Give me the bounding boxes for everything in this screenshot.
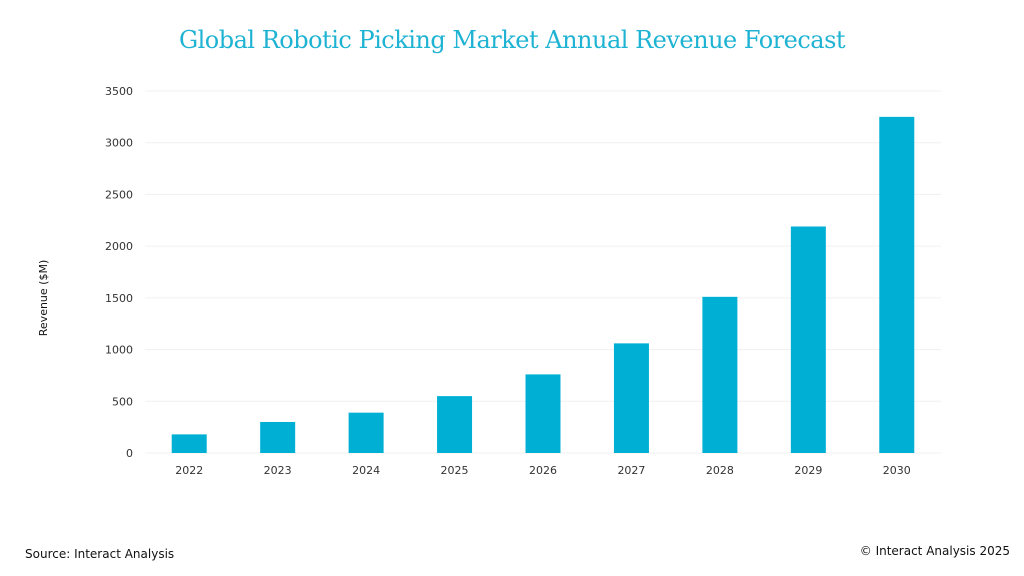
y-tick-label: 1000 (105, 344, 133, 357)
source-note: Source: Interact Analysis (25, 547, 175, 561)
bar-2023 (260, 421, 296, 453)
x-tick-label: 2028 (706, 464, 734, 477)
x-tick-label: 2026 (529, 464, 557, 477)
x-tick-label: 2029 (794, 464, 822, 477)
y-tick-label: 500 (112, 395, 133, 408)
bar-2027 (613, 343, 649, 453)
x-axis-ticks: 2022 2023 2024 2025 2026 2027 2028 2029 2030 (175, 464, 911, 477)
y-tick-label: 0 (126, 447, 133, 460)
bar-2024 (348, 412, 384, 453)
x-tick-label: 2024 (352, 464, 380, 477)
x-tick-label: 2023 (264, 464, 292, 477)
bar-2022 (171, 434, 207, 453)
y-tick-label: 3000 (105, 137, 133, 150)
y-tick-label: 2000 (105, 240, 133, 253)
x-tick-label: 2022 (175, 464, 203, 477)
x-tick-label: 2025 (441, 464, 469, 477)
bar-2025 (437, 396, 473, 453)
y-axis-label: Revenue ($M) (37, 260, 50, 336)
y-tick-label: 1500 (105, 292, 133, 305)
bar-2028 (702, 296, 738, 453)
x-tick-label: 2027 (617, 464, 645, 477)
x-tick-label: 2030 (883, 464, 911, 477)
y-tick-label: 3500 (105, 85, 133, 98)
y-axis-ticks: 0 500 1000 1500 2000 2500 3000 3500 (105, 85, 133, 460)
y-tick-label: 2500 (105, 188, 133, 201)
bar-2026 (525, 374, 561, 453)
chart-title: Global Robotic Picking Market Annual Rev… (178, 26, 846, 54)
bar-2030 (879, 116, 915, 453)
bar-2029 (790, 226, 826, 453)
bars (171, 116, 915, 453)
copyright-note: © Interact Analysis 2025 (859, 544, 1010, 558)
